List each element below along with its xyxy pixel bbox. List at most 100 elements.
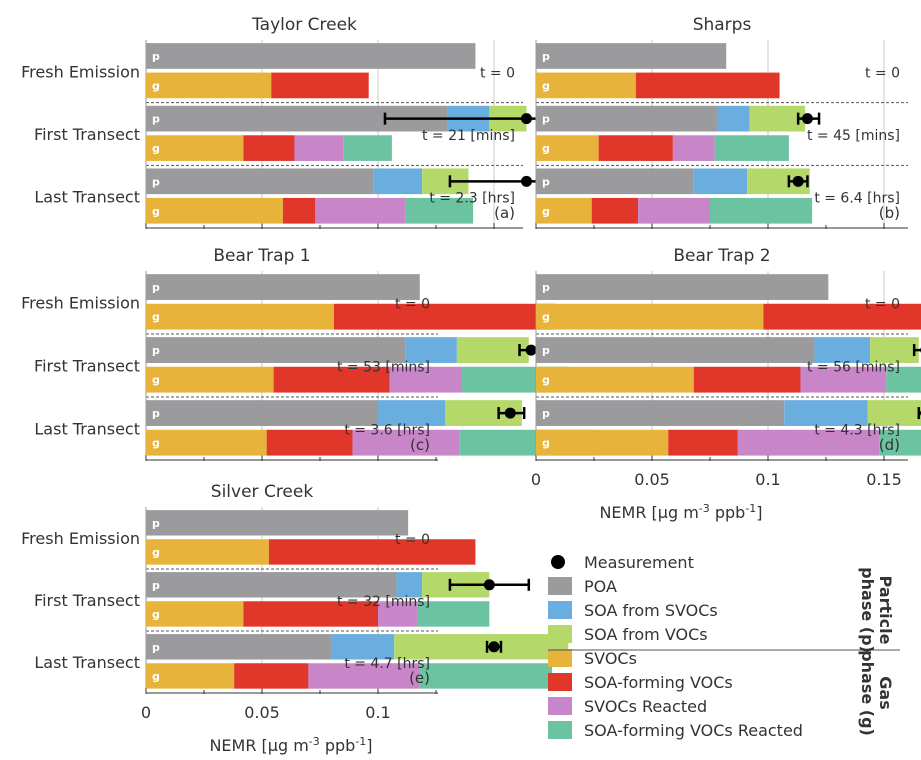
legend-group-particle: Particlephase (p) [858, 567, 895, 653]
panel-label: (b) [879, 204, 900, 222]
measurement-point [525, 344, 537, 356]
bar-segment-poa [146, 337, 406, 363]
legend-group-particle-line2: phase (p) [858, 567, 877, 653]
legend-item: Measurement [551, 553, 694, 572]
bar-segment-poa [536, 337, 815, 363]
legend-marker-measurement [551, 555, 565, 569]
bar-segment-svocs [536, 135, 599, 161]
row-label: Fresh Emission [21, 529, 140, 548]
bar-segment-svocs [146, 197, 283, 224]
bar-tag-p: p [542, 281, 550, 294]
legend-label: SOA from VOCs [584, 625, 708, 644]
measurement-point [801, 113, 813, 125]
x-axis-label: NEMR [μg m-3 ppb-1] [599, 502, 762, 523]
panel-2: Sharps p g t = 0 p g t = 45 [mins] p g t = 6.4 [h… [535, 15, 908, 229]
bar-segment-svocs-reacted [308, 663, 420, 689]
row-2: First Transect p g t = 21 [mins] [34, 105, 665, 161]
bar-segment-soa-forming-vocs [268, 539, 476, 565]
bar-tag-p: p [152, 517, 160, 530]
row-1: Fresh Emission p g t = 0 [21, 274, 555, 330]
bar-segment-poa [536, 168, 694, 195]
bar-segment-soa-from-svocs [814, 337, 871, 363]
row-label: Fresh Emission [21, 62, 140, 81]
bar-tag-p: p [542, 344, 550, 357]
bar-segment-soa-forming-vocs-reacted [419, 663, 552, 689]
bar-segment-poa [146, 43, 476, 69]
bar-segment-soa-from-vocs [870, 337, 919, 363]
row-1: Fresh Emission p g t = 0 [21, 43, 515, 99]
bar-tag-g: g [152, 546, 160, 559]
bar-segment-svocs-reacted [638, 197, 710, 224]
row-3: p g t = 6.4 [hrs] [536, 168, 900, 224]
panel-label: (e) [409, 669, 430, 687]
bar-segment-svocs-reacted [389, 366, 462, 393]
bar-tag-g: g [152, 79, 160, 92]
legend-group-gas-line2: phase (g) [858, 650, 877, 736]
bar-segment-poa [146, 634, 332, 660]
bar-tag-g: g [152, 670, 160, 683]
x-tick-label: 0.05 [634, 470, 670, 489]
legend-swatch [548, 721, 572, 739]
row-label: Last Transect [34, 653, 140, 672]
time-label: t = 0 [865, 65, 900, 81]
time-label: t = 0 [395, 297, 430, 313]
x-axis-label-part: -3 [699, 502, 710, 515]
bar-segment-svocs [146, 135, 244, 161]
bar-segment-soa-from-vocs [456, 337, 529, 363]
bar-segment-soa-from-svocs [331, 634, 395, 660]
measurement-point [520, 175, 532, 187]
bar-segment-soa-from-svocs [373, 168, 423, 195]
x-axis-label-part: -1 [745, 502, 756, 515]
x-axis-label-part: NEMR [μg m [209, 736, 308, 755]
bar-tag-p: p [152, 281, 160, 294]
x-axis-label-part: -1 [355, 735, 366, 748]
bar-segment-svocs-reacted [737, 429, 880, 456]
time-label: t = 0 [395, 532, 430, 548]
row-3: Last Transect p g t = 4.7 [hrs] [34, 634, 569, 689]
bar-segment-svocs [146, 72, 272, 99]
bar-tag-p: p [152, 50, 160, 63]
bar-tag-g: g [542, 79, 550, 92]
time-label: t = 4.7 [hrs] [344, 656, 430, 672]
row-label: First Transect [34, 357, 140, 376]
x-axis-label-part: NEMR [μg m [599, 503, 698, 522]
row-1: p g t = 0 [536, 274, 921, 330]
row-1: p g t = 0 [536, 43, 900, 99]
bar-segment-soa-forming-vocs [598, 135, 673, 161]
measurement-point [792, 175, 804, 187]
bar-segment-svocs [536, 303, 764, 330]
bar-segment-soa-forming-vocs [668, 429, 738, 456]
bar-segment-svocs [146, 303, 334, 330]
legend-label: SVOCs [584, 649, 637, 668]
bar-segment-poa [536, 400, 785, 426]
bar-tag-g: g [152, 205, 160, 218]
measurement-point [483, 579, 495, 591]
x-tick-label: 0.15 [866, 470, 902, 489]
legend-label: SOA-forming VOCs [584, 673, 733, 692]
time-label: t = 2.3 [hrs] [429, 191, 515, 207]
row-label: First Transect [34, 125, 140, 144]
bar-segment-svocs [146, 366, 274, 393]
row-3: Last Transect p g t = 2.3 [hrs] [34, 168, 607, 224]
panel-1: Taylor Creek Fresh Emission p g t = 0 First T… [21, 15, 665, 229]
time-label: t = 4.3 [hrs] [814, 423, 900, 439]
bar-segment-svocs-reacted [352, 429, 460, 456]
bar-segment-soa-forming-vocs [282, 197, 316, 224]
bar-segment-svocs-reacted [378, 601, 418, 627]
legend-group-particle-line1: Particle [876, 576, 895, 645]
bar-segment-svocs [536, 429, 669, 456]
x-tick-label: 0.05 [244, 703, 280, 722]
row-2: p g t = 56 [mins] [536, 337, 921, 393]
bar-segment-svocs [146, 601, 244, 627]
legend-label: Measurement [584, 553, 694, 572]
bar-tag-p: p [152, 344, 160, 357]
panel-3: Bear Trap 1 Fresh Emission p g t = 0 First Tr… [21, 246, 597, 461]
bar-segment-soa-forming-vocs-reacted [710, 197, 813, 224]
bar-tag-p: p [152, 407, 160, 420]
bar-tag-p: p [542, 175, 550, 188]
bar-tag-p: p [152, 641, 160, 654]
bar-tag-g: g [152, 437, 160, 450]
bar-tag-g: g [542, 374, 550, 387]
bar-segment-soa-forming-vocs [693, 366, 801, 393]
